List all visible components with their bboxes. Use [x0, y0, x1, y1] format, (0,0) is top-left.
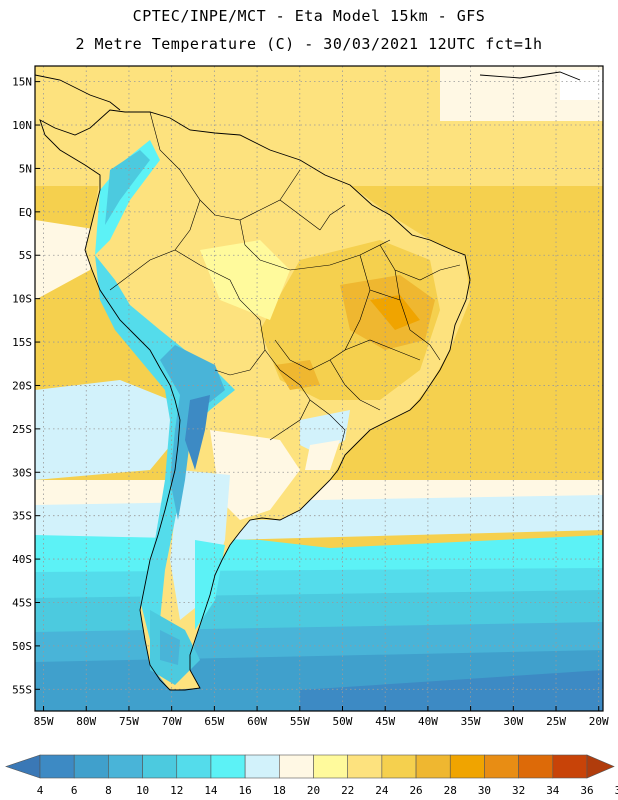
- map-frame: [34, 65, 604, 712]
- lat-tick-label: 55S: [12, 683, 32, 696]
- lon-tick-label: 60W: [247, 715, 267, 728]
- colorbar-swatch: [552, 754, 588, 779]
- coastlines: [35, 71, 581, 691]
- colorbar-label: 28: [444, 784, 457, 797]
- colorbar-label: 6: [71, 784, 78, 797]
- lat-tick-label: EQ: [19, 206, 32, 219]
- latitude-axis: 15N 10N 5N EQ 5S 10S 15S 20S 25S 30S 35S 40S 45S 50S 5…: [12, 76, 40, 696]
- lat-tick-label: 15N: [12, 76, 32, 89]
- colorbar-label: 20: [307, 784, 320, 797]
- lat-tick-label: 35S: [12, 510, 32, 523]
- colorbar-swatch: [176, 754, 212, 779]
- lat-tick-label: 40S: [12, 553, 32, 566]
- longitude-axis: 85W 80W 75W 70W 65W 60W 55W 50W 45W 40W 35W 30W 25W 2…: [34, 706, 609, 728]
- colorbar-label: 26: [409, 784, 422, 797]
- colorbar-label: 4: [37, 784, 44, 797]
- lat-tick-label: 25S: [12, 423, 32, 436]
- colorbar-swatch: [381, 754, 417, 779]
- lat-tick-label: 15S: [12, 336, 32, 349]
- colorbar-label: 24: [375, 784, 389, 797]
- lon-tick-label: 35W: [461, 715, 481, 728]
- colorbar-label: 12: [170, 784, 183, 797]
- colorbar-label: 16: [239, 784, 252, 797]
- lat-tick-label: 5N: [19, 162, 32, 175]
- lon-tick-label: 45W: [375, 715, 395, 728]
- colorbar-label: 18: [273, 784, 286, 797]
- colorbar-swatch: [210, 754, 246, 779]
- lat-tick-label: 45S: [12, 596, 32, 609]
- lon-tick-label: 40W: [418, 715, 438, 728]
- colorbar-swatch: [142, 754, 178, 779]
- lon-tick-label: 25W: [546, 715, 566, 728]
- chart-title-line2: 2 Metre Temperature (C) - 30/03/2021 12U…: [75, 35, 543, 53]
- lon-tick-label: 70W: [162, 715, 182, 728]
- colorbar-swatch: [313, 754, 348, 779]
- colorbar-swatch: [73, 754, 109, 779]
- lon-tick-label: 85W: [34, 715, 54, 728]
- colorbar-swatch: [347, 754, 383, 779]
- lon-tick-label: 20W: [589, 715, 609, 728]
- colorbar-swatch: [518, 754, 554, 779]
- colorbar-label: 30: [478, 784, 491, 797]
- lon-tick-label: 65W: [204, 715, 224, 728]
- lat-tick-label: 10N: [12, 119, 32, 132]
- lon-tick-label: 50W: [333, 715, 353, 728]
- lon-tick-label: 30W: [503, 715, 523, 728]
- colorbar-high-arrow: [586, 754, 615, 779]
- lat-tick-label: 5S: [19, 249, 32, 262]
- colorbar-swatch: [39, 754, 75, 779]
- colorbar-swatch: [108, 754, 143, 779]
- lat-tick-label: 20S: [12, 379, 32, 392]
- country-borders: [109, 111, 461, 451]
- colorbar-swatch: [279, 754, 314, 779]
- colorbar-swatch: [484, 754, 519, 779]
- colorbar-label: 10: [136, 784, 149, 797]
- colorbar: 4 6 8 10 12 14 16 18 20 22 24 26 28 30 32 34 36 38: [5, 754, 618, 797]
- chart-title-line1: CPTEC/INPE/MCT - Eta Model 15km - GFS: [132, 7, 486, 25]
- colorbar-swatch: [244, 754, 280, 779]
- colorbar-label: 34: [546, 784, 560, 797]
- colorbar-label: 32: [512, 784, 525, 797]
- lat-tick-label: 10S: [12, 293, 32, 306]
- colorbar-label: 8: [105, 784, 112, 797]
- colorbar-swatch: [415, 754, 451, 779]
- temperature-field: [35, 66, 603, 711]
- colorbar-label: 36: [580, 784, 593, 797]
- colorbar-label: 22: [341, 784, 354, 797]
- colorbar-label: 14: [204, 784, 218, 797]
- colorbar-swatch: [449, 754, 485, 779]
- colorbar-label: 38: [615, 784, 618, 797]
- lat-tick-label: 50S: [12, 640, 32, 653]
- lon-tick-label: 75W: [119, 715, 139, 728]
- lon-tick-label: 80W: [76, 715, 96, 728]
- lat-tick-label: 30S: [12, 466, 32, 479]
- colorbar-low-arrow: [5, 754, 41, 779]
- lon-tick-label: 55W: [290, 715, 310, 728]
- lat-lon-grid: [35, 66, 603, 711]
